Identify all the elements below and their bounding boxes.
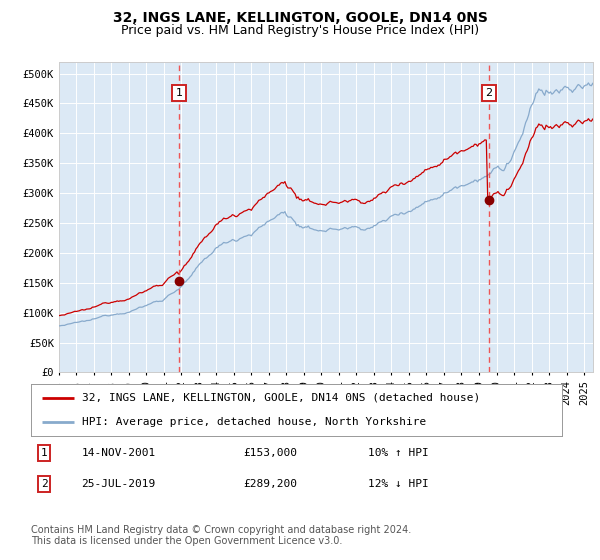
- Text: £153,000: £153,000: [244, 448, 298, 458]
- Text: £289,200: £289,200: [244, 479, 298, 489]
- Text: 32, INGS LANE, KELLINGTON, GOOLE, DN14 0NS: 32, INGS LANE, KELLINGTON, GOOLE, DN14 0…: [113, 11, 487, 25]
- Text: 2: 2: [41, 479, 47, 489]
- Text: 10% ↑ HPI: 10% ↑ HPI: [368, 448, 429, 458]
- Text: 1: 1: [41, 448, 47, 458]
- Text: Contains HM Land Registry data © Crown copyright and database right 2024.
This d: Contains HM Land Registry data © Crown c…: [31, 525, 412, 547]
- Text: 12% ↓ HPI: 12% ↓ HPI: [368, 479, 429, 489]
- Text: 1: 1: [176, 88, 182, 98]
- Text: 32, INGS LANE, KELLINGTON, GOOLE, DN14 0NS (detached house): 32, INGS LANE, KELLINGTON, GOOLE, DN14 0…: [82, 393, 480, 403]
- Text: 14-NOV-2001: 14-NOV-2001: [82, 448, 156, 458]
- Text: Price paid vs. HM Land Registry's House Price Index (HPI): Price paid vs. HM Land Registry's House …: [121, 24, 479, 36]
- Text: 25-JUL-2019: 25-JUL-2019: [82, 479, 156, 489]
- Text: HPI: Average price, detached house, North Yorkshire: HPI: Average price, detached house, Nort…: [82, 417, 426, 427]
- Text: 2: 2: [485, 88, 493, 98]
